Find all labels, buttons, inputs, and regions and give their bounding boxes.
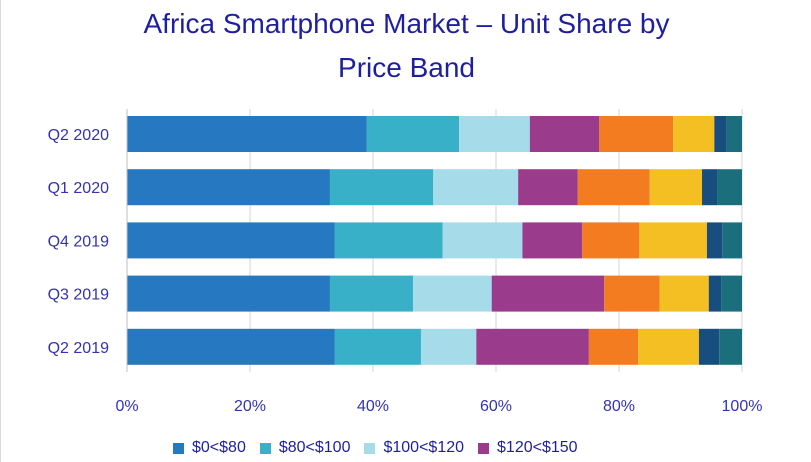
bar-segment-0-3 [529, 116, 600, 152]
bar-segment-1-2 [433, 169, 519, 206]
bar-segment-4-4 [588, 328, 639, 365]
legend-label-1: $80<$100 [278, 439, 351, 456]
legend-item-3: $120<$150 [478, 439, 578, 457]
legend-item-1: $80<$100 [259, 439, 351, 457]
bar-segment-0-4 [599, 116, 674, 152]
bar-segment-0-5 [673, 116, 715, 152]
bar-segment-0-0 [127, 116, 367, 152]
legend-label-2: $100<$120 [383, 439, 465, 456]
bar-segment-4-6 [698, 328, 720, 365]
bar-segment-0-1 [366, 116, 460, 152]
bar-segment-0-6 [714, 116, 727, 152]
bar-segment-2-1 [334, 222, 443, 259]
bar-segment-3-5 [659, 275, 709, 312]
bar-segment-1-5 [649, 169, 703, 206]
x-tick-label-5: 100% [722, 398, 763, 415]
legend-swatch-2 [364, 442, 376, 454]
x-tick-label-1: 20% [234, 398, 266, 415]
x-tick-label-3: 60% [480, 398, 512, 415]
chart-legend: $0<$80 $80<$100 $100<$120 $120<$150 [173, 436, 578, 460]
x-tick-label-0: 0% [115, 398, 138, 415]
bar-segment-2-2 [442, 222, 523, 259]
bar-segment-1-6 [702, 169, 718, 206]
bar-segment-2-5 [639, 222, 707, 259]
legend-item-0: $0<$80 [173, 439, 246, 457]
bar-segment-3-0 [127, 275, 330, 312]
bar-segment-3-3 [491, 275, 605, 312]
bar-segment-3-6 [708, 275, 722, 312]
bar-segment-2-4 [582, 222, 640, 259]
bar-segment-3-2 [412, 275, 492, 312]
legend-label-0: $0<$80 [192, 439, 246, 456]
bar-segment-2-3 [522, 222, 583, 259]
bar-segment-1-3 [518, 169, 578, 206]
x-tick-label-2: 40% [357, 398, 389, 415]
legend-item-2: $100<$120 [364, 439, 464, 457]
bar-segment-4-7 [719, 328, 742, 365]
bar-segment-4-0 [127, 328, 335, 365]
y-tick-label-1: Q1 2020 [48, 180, 109, 197]
legend-label-3: $120<$150 [497, 439, 578, 456]
bar-segment-0-7 [726, 116, 742, 152]
y-tick-label-2: Q4 2019 [48, 233, 109, 250]
bar-segment-3-4 [604, 275, 660, 312]
chart-title-line-1: Africa Smartphone Market – Unit Share by [143, 8, 670, 39]
bar-segment-4-3 [476, 328, 589, 365]
bar-segment-4-1 [334, 328, 421, 365]
legend-swatch-3 [478, 442, 490, 454]
x-tick-label-4: 80% [603, 398, 635, 415]
bar-segment-4-2 [420, 328, 477, 365]
y-tick-label-0: Q2 2020 [48, 127, 109, 144]
chart-title: Africa Smartphone Market – Unit Share by… [1, 2, 811, 90]
chart-title-line-2: Price Band [338, 52, 475, 83]
legend-swatch-0 [173, 442, 184, 454]
bar-segment-2-7 [722, 222, 742, 259]
bar-segment-0-2 [459, 116, 530, 152]
y-tick-label-3: Q3 2019 [48, 287, 109, 304]
bar-segment-3-1 [329, 275, 413, 312]
bar-segment-1-1 [329, 169, 434, 206]
bar-segment-1-0 [127, 169, 330, 206]
y-tick-label-4: Q2 2019 [48, 340, 109, 357]
bar-segment-2-6 [706, 222, 723, 259]
bar-segment-2-0 [127, 222, 335, 259]
bar-segment-4-5 [638, 328, 699, 365]
legend-swatch-1 [259, 442, 271, 454]
bar-segment-3-7 [721, 275, 742, 312]
bar-segment-1-4 [577, 169, 650, 206]
bar-segment-1-7 [717, 169, 742, 206]
